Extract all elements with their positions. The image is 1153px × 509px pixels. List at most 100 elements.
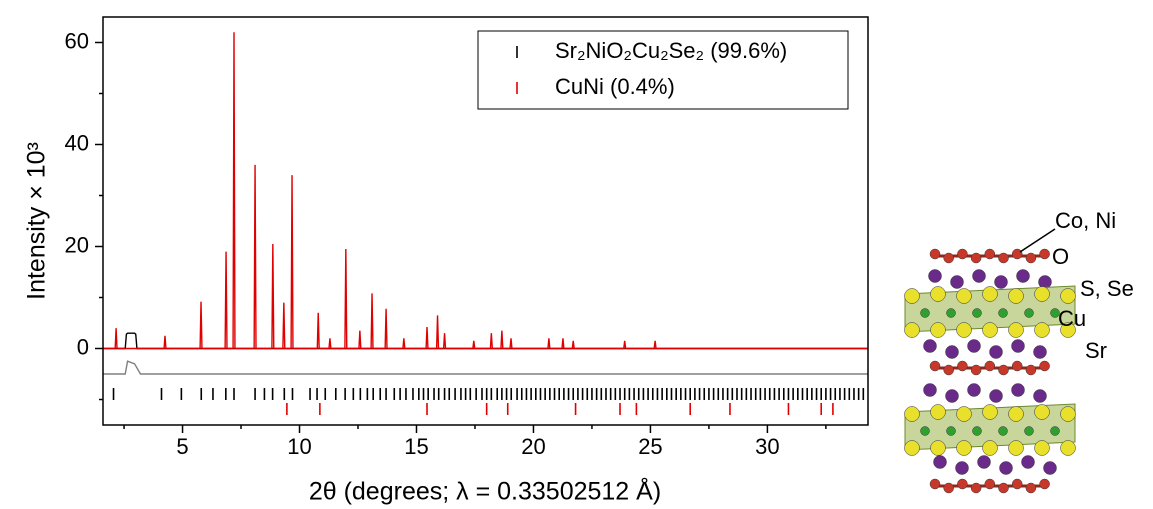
- atom: [989, 389, 1003, 403]
- atom: [999, 461, 1013, 475]
- line: [103, 360, 868, 375]
- structure-label: Sr: [1085, 338, 1107, 363]
- x-tick-label: 25: [638, 434, 662, 459]
- atom: [904, 440, 920, 456]
- atom: [982, 322, 998, 338]
- x-tick-label: 10: [287, 434, 311, 459]
- structure-label: Cu: [1058, 306, 1086, 331]
- atom: [957, 360, 968, 372]
- atom: [923, 339, 937, 353]
- atom: [982, 286, 998, 302]
- atom: [1008, 322, 1024, 338]
- ticks: 5 10 15 20 25 30 0 20 40 60: [65, 28, 827, 459]
- atom: [970, 364, 982, 376]
- atom: [1021, 455, 1035, 469]
- legend-box: [477, 30, 849, 110]
- structure-label: O: [1052, 244, 1069, 269]
- atom: [984, 478, 996, 490]
- atom: [945, 389, 959, 403]
- atom: [972, 308, 982, 318]
- structure-label: Co, Ni: [1055, 208, 1116, 233]
- y-axis-label: Intensity × 10³: [23, 142, 51, 300]
- atom: [994, 275, 1008, 289]
- atom: [1016, 269, 1030, 283]
- atom: [904, 288, 920, 304]
- atom: [1024, 308, 1034, 318]
- atom: [929, 248, 941, 260]
- atom: [930, 322, 946, 338]
- atom: [998, 482, 1009, 494]
- atom: [982, 404, 998, 420]
- atom: [930, 286, 946, 302]
- atom: [1034, 322, 1050, 338]
- atom: [1011, 248, 1023, 260]
- atom: [956, 288, 972, 304]
- crystal-structure: [904, 248, 1076, 494]
- atom: [1043, 461, 1057, 475]
- atom: [970, 482, 982, 494]
- x-axis-label: 2θ (degrees; λ = 0.33502512 Å): [309, 476, 661, 506]
- line: [103, 32, 868, 350]
- atom: [956, 322, 972, 338]
- atom: [1039, 248, 1050, 260]
- atom: [930, 404, 946, 420]
- atom: [1060, 322, 1076, 338]
- atom: [946, 308, 956, 318]
- atom: [1025, 482, 1037, 494]
- legend-label: Sr₂NiO₂Cu₂Se₂ (99.6%): [555, 38, 787, 63]
- atom: [1011, 339, 1025, 353]
- atom: [984, 360, 996, 372]
- atom: [928, 269, 942, 283]
- atom: [1050, 308, 1060, 318]
- atom: [972, 269, 986, 283]
- atom: [1024, 426, 1034, 436]
- structure-label: S, Se: [1080, 276, 1134, 301]
- y-tick-label: 0: [77, 334, 89, 359]
- atom: [989, 345, 1003, 359]
- y-tick-label: 60: [65, 28, 89, 53]
- atom: [943, 252, 954, 264]
- atom: [930, 440, 946, 456]
- plot-frame: [102, 16, 869, 426]
- atom: [923, 383, 937, 397]
- atom: [1060, 406, 1076, 422]
- atom: [956, 440, 972, 456]
- atom: [950, 275, 964, 289]
- atom: [1008, 406, 1024, 422]
- atom: [1034, 440, 1050, 456]
- atom: [956, 406, 972, 422]
- y-tick-label: 20: [65, 232, 89, 257]
- atom: [1008, 440, 1024, 456]
- atom: [1011, 360, 1023, 372]
- atom: [1039, 360, 1050, 372]
- atom: [1008, 288, 1024, 304]
- atom: [977, 455, 991, 469]
- atom: [970, 252, 982, 264]
- atom: [955, 461, 969, 475]
- atom: [967, 339, 981, 353]
- atom: [1011, 383, 1025, 397]
- atom: [1034, 404, 1050, 420]
- line: [103, 332, 868, 350]
- pointer: [1019, 228, 1056, 253]
- atom: [943, 364, 954, 376]
- atom: [982, 440, 998, 456]
- atom: [946, 426, 956, 436]
- atom: [1025, 364, 1037, 376]
- atom: [1039, 478, 1050, 490]
- atom: [920, 426, 930, 436]
- x-tick-label: 5: [176, 434, 188, 459]
- atom: [933, 455, 947, 469]
- x-tick-label: 30: [755, 434, 779, 459]
- atom: [943, 482, 954, 494]
- atom: [1060, 440, 1076, 456]
- atom: [1060, 288, 1076, 304]
- x-tick-label: 15: [404, 434, 428, 459]
- atom: [1034, 286, 1050, 302]
- atom: [929, 478, 941, 490]
- atom: [998, 426, 1008, 436]
- atom: [957, 478, 968, 490]
- x-tick-label: 20: [521, 434, 545, 459]
- legend-label: CuNi (0.4%): [555, 74, 675, 99]
